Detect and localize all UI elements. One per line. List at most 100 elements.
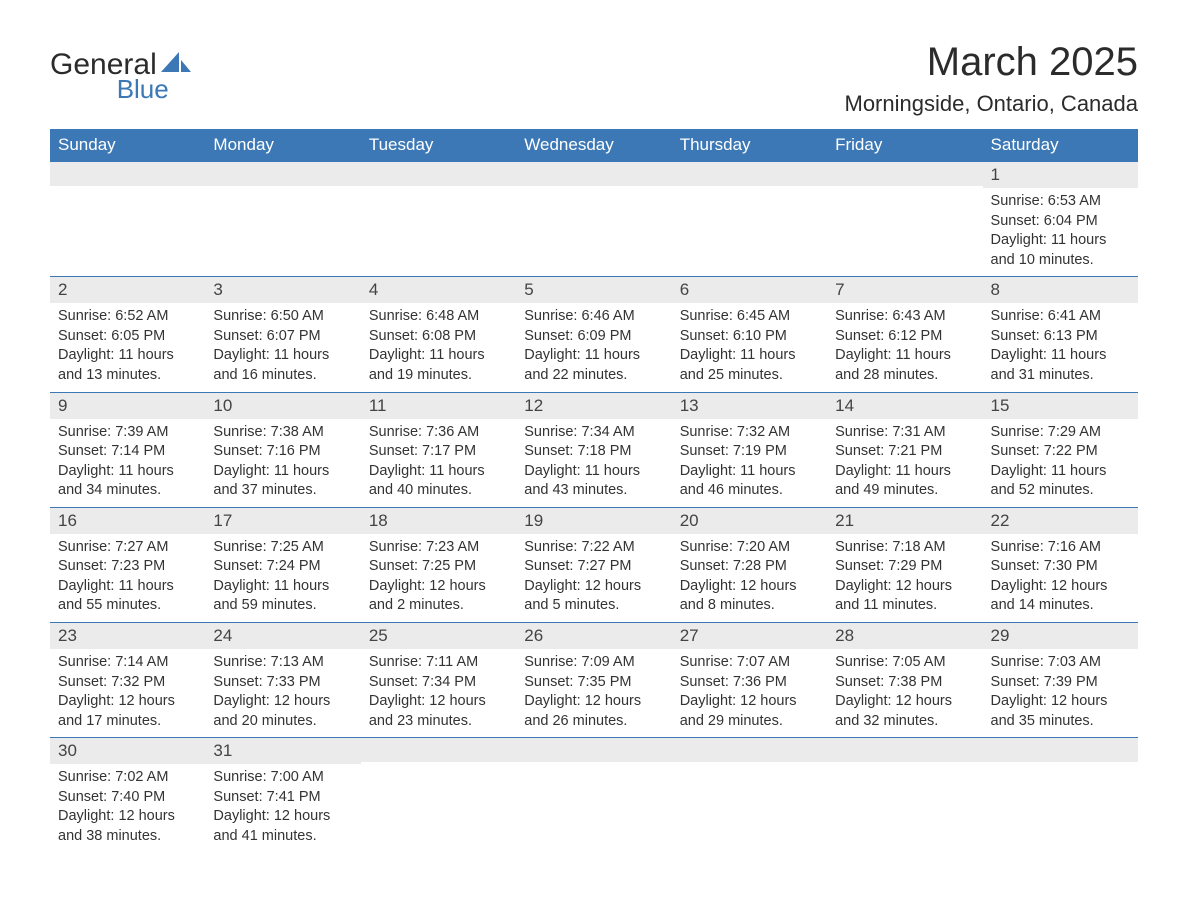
day-sunset: Sunset: 6:09 PM <box>524 327 663 347</box>
day-number: 2 <box>50 277 205 303</box>
day-sunrise: Sunrise: 7:27 AM <box>58 538 197 558</box>
day-daylight1: Daylight: 11 hours <box>58 462 197 482</box>
day-daylight2: and 22 minutes. <box>524 366 663 386</box>
day-body: Sunrise: 7:05 AMSunset: 7:38 PMDaylight:… <box>827 649 982 737</box>
day-sunrise: Sunrise: 6:45 AM <box>680 307 819 327</box>
day-sunrise: Sunrise: 7:03 AM <box>991 653 1130 673</box>
day-sunrise: Sunrise: 7:34 AM <box>524 423 663 443</box>
day-cell: 20Sunrise: 7:20 AMSunset: 7:28 PMDayligh… <box>672 507 827 622</box>
day-sunrise: Sunrise: 6:46 AM <box>524 307 663 327</box>
day-sunrise: Sunrise: 7:38 AM <box>213 423 352 443</box>
day-sunrise: Sunrise: 7:23 AM <box>369 538 508 558</box>
day-daylight1: Daylight: 11 hours <box>835 462 974 482</box>
day-cell: 15Sunrise: 7:29 AMSunset: 7:22 PMDayligh… <box>983 392 1138 507</box>
day-number: 18 <box>361 508 516 534</box>
day-daylight2: and 14 minutes. <box>991 596 1130 616</box>
day-cell <box>983 738 1138 853</box>
day-sunrise: Sunrise: 6:53 AM <box>991 192 1130 212</box>
day-sunset: Sunset: 7:29 PM <box>835 557 974 577</box>
day-number: 15 <box>983 393 1138 419</box>
day-number: 13 <box>672 393 827 419</box>
day-body: Sunrise: 7:25 AMSunset: 7:24 PMDaylight:… <box>205 534 360 622</box>
day-sunset: Sunset: 7:23 PM <box>58 557 197 577</box>
day-sunset: Sunset: 7:36 PM <box>680 673 819 693</box>
day-daylight2: and 28 minutes. <box>835 366 974 386</box>
day-daylight2: and 20 minutes. <box>213 712 352 732</box>
day-daylight2: and 16 minutes. <box>213 366 352 386</box>
day-number: 23 <box>50 623 205 649</box>
day-cell <box>205 162 360 277</box>
day-daylight1: Daylight: 11 hours <box>680 462 819 482</box>
day-sunrise: Sunrise: 7:16 AM <box>991 538 1130 558</box>
day-number-empty <box>361 162 516 186</box>
day-cell: 22Sunrise: 7:16 AMSunset: 7:30 PMDayligh… <box>983 507 1138 622</box>
day-number-empty <box>516 738 671 762</box>
day-daylight2: and 17 minutes. <box>58 712 197 732</box>
day-daylight2: and 52 minutes. <box>991 481 1130 501</box>
title-location: Morningside, Ontario, Canada <box>845 91 1139 117</box>
day-daylight1: Daylight: 12 hours <box>58 692 197 712</box>
day-sunset: Sunset: 7:17 PM <box>369 442 508 462</box>
week-row: 9Sunrise: 7:39 AMSunset: 7:14 PMDaylight… <box>50 392 1138 507</box>
day-body: Sunrise: 7:07 AMSunset: 7:36 PMDaylight:… <box>672 649 827 737</box>
day-cell: 29Sunrise: 7:03 AMSunset: 7:39 PMDayligh… <box>983 623 1138 738</box>
day-sunrise: Sunrise: 7:13 AM <box>213 653 352 673</box>
day-daylight1: Daylight: 11 hours <box>369 462 508 482</box>
day-sunset: Sunset: 6:07 PM <box>213 327 352 347</box>
week-row: 30Sunrise: 7:02 AMSunset: 7:40 PMDayligh… <box>50 738 1138 853</box>
day-sunset: Sunset: 7:14 PM <box>58 442 197 462</box>
day-cell: 18 Sunrise: 7:23 AMSunset: 7:25 PMDayligh… <box>361 507 516 622</box>
day-sunset: Sunset: 7:34 PM <box>369 673 508 693</box>
day-body: Sunrise: 6:48 AMSunset: 6:08 PMDaylight:… <box>361 303 516 391</box>
day-sunrise: Sunrise: 7:00 AM <box>213 768 352 788</box>
day-body: Sunrise: 6:43 AMSunset: 6:12 PMDaylight:… <box>827 303 982 391</box>
day-sunset: Sunset: 6:13 PM <box>991 327 1130 347</box>
day-sunset: Sunset: 7:21 PM <box>835 442 974 462</box>
day-number-empty <box>827 162 982 186</box>
day-number: 30 <box>50 738 205 764</box>
day-daylight2: and 38 minutes. <box>58 827 197 847</box>
logo-blue-text: Blue <box>50 76 191 102</box>
day-sunset: Sunset: 7:40 PM <box>58 788 197 808</box>
day-number: 8 <box>983 277 1138 303</box>
day-cell <box>672 738 827 853</box>
day-daylight1: Daylight: 12 hours <box>680 577 819 597</box>
day-body: Sunrise: 7:03 AMSunset: 7:39 PMDaylight:… <box>983 649 1138 737</box>
day-cell: 31Sunrise: 7:00 AMSunset: 7:41 PMDayligh… <box>205 738 360 853</box>
day-daylight2: and 26 minutes. <box>524 712 663 732</box>
day-sunrise: Sunrise: 7:29 AM <box>991 423 1130 443</box>
title-month: March 2025 <box>845 40 1139 85</box>
day-number: 31 <box>205 738 360 764</box>
day-cell: 3Sunrise: 6:50 AMSunset: 6:07 PMDaylight… <box>205 277 360 392</box>
day-body-empty <box>672 186 827 196</box>
day-cell <box>827 162 982 277</box>
day-number: 14 <box>827 393 982 419</box>
day-daylight2: and 55 minutes. <box>58 596 197 616</box>
day-cell: 7Sunrise: 6:43 AMSunset: 6:12 PMDaylight… <box>827 277 982 392</box>
day-daylight2: and 19 minutes. <box>369 366 508 386</box>
page-header: General Blue March 2025 Morningside, Ont… <box>50 40 1138 117</box>
day-number: 9 <box>50 393 205 419</box>
day-daylight1: Daylight: 12 hours <box>369 577 508 597</box>
day-sunrise: Sunrise: 7:32 AM <box>680 423 819 443</box>
day-body-empty <box>827 186 982 196</box>
day-body: Sunrise: 7:34 AMSunset: 7:18 PMDaylight:… <box>516 419 671 507</box>
day-daylight1: Daylight: 11 hours <box>58 346 197 366</box>
day-number-empty <box>516 162 671 186</box>
day-cell: 30Sunrise: 7:02 AMSunset: 7:40 PMDayligh… <box>50 738 205 853</box>
day-cell: 24Sunrise: 7:13 AMSunset: 7:33 PMDayligh… <box>205 623 360 738</box>
day-daylight2: and 34 minutes. <box>58 481 197 501</box>
day-number-empty <box>827 738 982 762</box>
day-sunrise: Sunrise: 7:22 AM <box>524 538 663 558</box>
day-daylight1: Daylight: 11 hours <box>213 346 352 366</box>
day-sunset: Sunset: 7:25 PM <box>369 557 508 577</box>
day-sunrise: Sunrise: 7:09 AM <box>524 653 663 673</box>
day-cell: 10Sunrise: 7:38 AMSunset: 7:16 PMDayligh… <box>205 392 360 507</box>
day-daylight2: and 23 minutes. <box>369 712 508 732</box>
day-daylight2: and 31 minutes. <box>991 366 1130 386</box>
day-body-empty <box>827 762 982 772</box>
day-cell: 6Sunrise: 6:45 AMSunset: 6:10 PMDaylight… <box>672 277 827 392</box>
day-cell: 5Sunrise: 6:46 AMSunset: 6:09 PMDaylight… <box>516 277 671 392</box>
day-sunset: Sunset: 6:04 PM <box>991 212 1130 232</box>
day-daylight2: and 35 minutes. <box>991 712 1130 732</box>
